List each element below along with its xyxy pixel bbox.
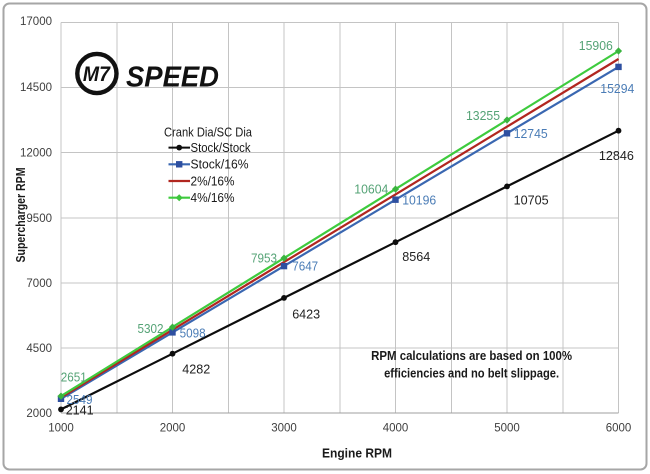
svg-text:5000: 5000: [494, 422, 520, 434]
svg-text:10604: 10604: [354, 182, 388, 197]
svg-text:2000: 2000: [160, 422, 186, 434]
svg-text:1000: 1000: [48, 422, 74, 434]
svg-text:12000: 12000: [20, 147, 52, 159]
svg-text:2141: 2141: [66, 403, 94, 418]
svg-text:Supercharger RPM: Supercharger RPM: [13, 168, 28, 263]
svg-text:13255: 13255: [466, 108, 500, 123]
svg-text:10705: 10705: [514, 193, 549, 208]
svg-text:15294: 15294: [600, 81, 634, 96]
svg-text:7953: 7953: [251, 250, 277, 265]
svg-text:10196: 10196: [402, 192, 436, 207]
svg-text:Stock/Stock: Stock/Stock: [191, 141, 252, 155]
svg-text:M7: M7: [83, 63, 111, 86]
svg-text:5302: 5302: [138, 321, 164, 336]
svg-text:9500: 9500: [26, 213, 52, 225]
svg-text:5098: 5098: [180, 325, 206, 340]
svg-text:2%/16%: 2%/16%: [191, 174, 235, 188]
svg-text:17000: 17000: [20, 16, 52, 28]
svg-text:efficiencies and no belt slipp: efficiencies and no belt slippage.: [384, 366, 559, 381]
svg-text:12745: 12745: [514, 126, 548, 141]
svg-text:2000: 2000: [26, 408, 52, 420]
svg-text:RPM calculations are based on: RPM calculations are based on 100%: [371, 348, 572, 363]
svg-text:7000: 7000: [26, 278, 52, 290]
svg-text:2549: 2549: [67, 392, 93, 407]
svg-text:2651: 2651: [61, 370, 87, 385]
svg-text:3000: 3000: [271, 422, 297, 434]
svg-text:Stock/16%: Stock/16%: [191, 158, 249, 172]
svg-text:Crank Dia/SC Dia: Crank Dia/SC Dia: [164, 126, 252, 140]
svg-text:7647: 7647: [292, 259, 318, 274]
svg-text:4500: 4500: [26, 343, 52, 355]
svg-text:15906: 15906: [579, 38, 613, 53]
svg-text:6000: 6000: [606, 422, 632, 434]
svg-text:8564: 8564: [402, 249, 430, 264]
svg-text:Engine RPM: Engine RPM: [322, 446, 392, 461]
svg-text:4%/16%: 4%/16%: [191, 191, 235, 205]
svg-text:12846: 12846: [599, 148, 634, 163]
svg-text:6423: 6423: [292, 306, 320, 321]
svg-text:14500: 14500: [20, 82, 52, 94]
svg-text:4000: 4000: [383, 422, 409, 434]
svg-text:4282: 4282: [182, 362, 210, 377]
svg-text:SPEED: SPEED: [126, 62, 219, 94]
